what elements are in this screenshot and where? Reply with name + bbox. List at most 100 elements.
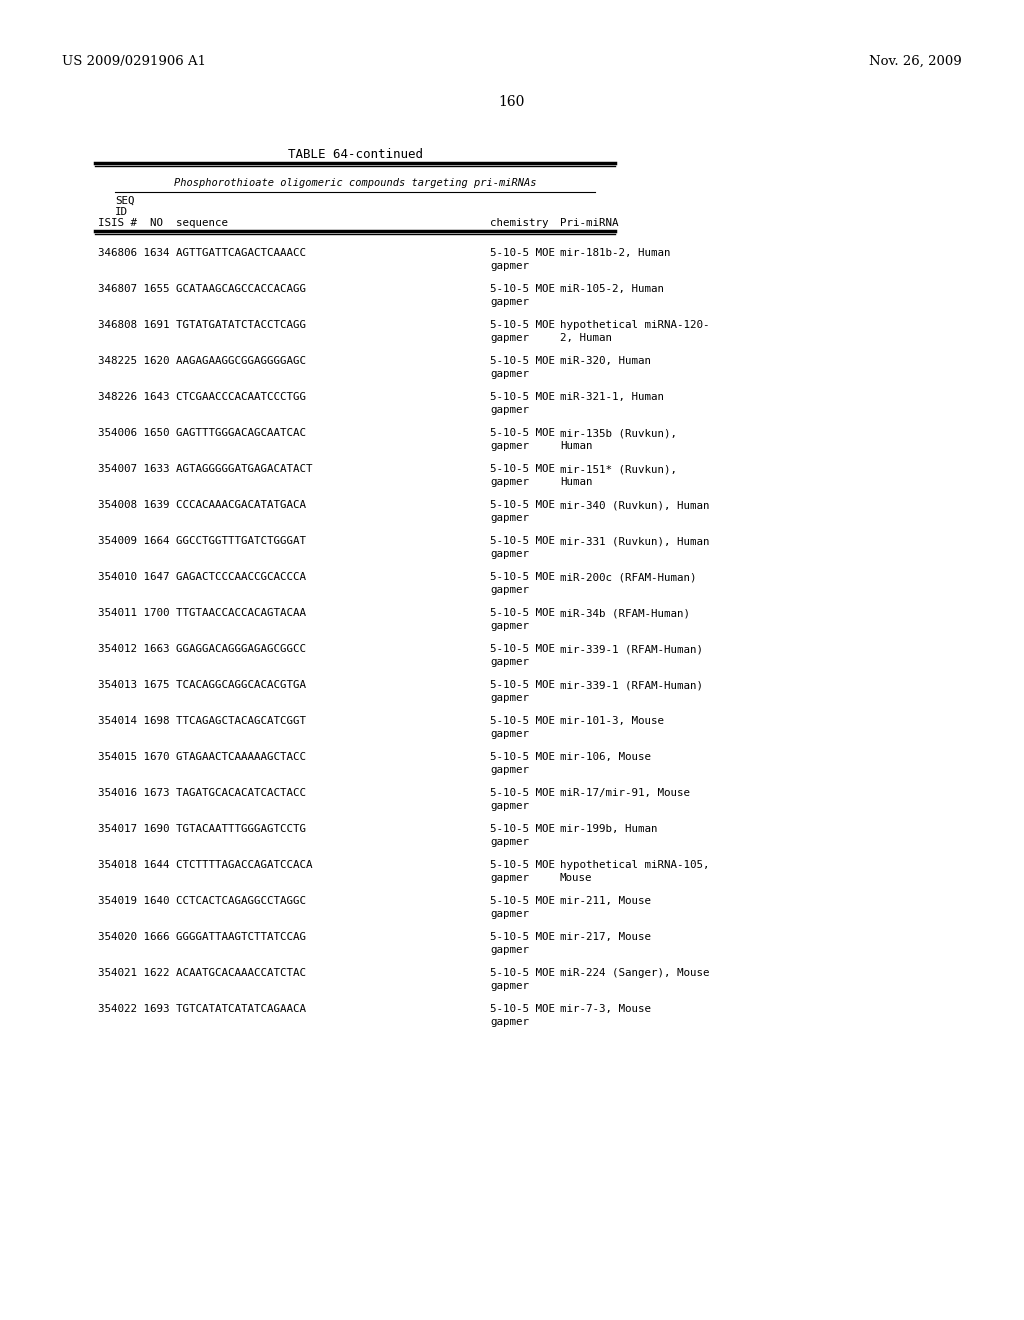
Text: gapmer: gapmer <box>490 801 529 810</box>
Text: 354006 1650 GAGTTTGGGACAGCAATCAC: 354006 1650 GAGTTTGGGACAGCAATCAC <box>98 428 306 438</box>
Text: mir-181b-2, Human: mir-181b-2, Human <box>560 248 671 257</box>
Text: gapmer: gapmer <box>490 909 529 919</box>
Text: miR-321-1, Human: miR-321-1, Human <box>560 392 664 403</box>
Text: gapmer: gapmer <box>490 477 529 487</box>
Text: gapmer: gapmer <box>490 585 529 595</box>
Text: 354011 1700 TTGTAACCACCACAGTACAA: 354011 1700 TTGTAACCACCACAGTACAA <box>98 609 306 618</box>
Text: Human: Human <box>560 441 593 451</box>
Text: miR-224 (Sanger), Mouse: miR-224 (Sanger), Mouse <box>560 968 710 978</box>
Text: 160: 160 <box>499 95 525 110</box>
Text: gapmer: gapmer <box>490 261 529 271</box>
Text: 354009 1664 GGCCTGGTTTGATCTGGGAT: 354009 1664 GGCCTGGTTTGATCTGGGAT <box>98 536 306 546</box>
Text: ISIS #  NO  sequence: ISIS # NO sequence <box>98 218 228 228</box>
Text: 5-10-5 MOE: 5-10-5 MOE <box>490 392 555 403</box>
Text: chemistry: chemistry <box>490 218 549 228</box>
Text: 5-10-5 MOE: 5-10-5 MOE <box>490 428 555 438</box>
Text: miR-105-2, Human: miR-105-2, Human <box>560 284 664 294</box>
Text: 5-10-5 MOE: 5-10-5 MOE <box>490 609 555 618</box>
Text: 5-10-5 MOE: 5-10-5 MOE <box>490 465 555 474</box>
Text: mir-151* (Ruvkun),: mir-151* (Ruvkun), <box>560 465 677 474</box>
Text: 5-10-5 MOE: 5-10-5 MOE <box>490 752 555 762</box>
Text: 5-10-5 MOE: 5-10-5 MOE <box>490 356 555 366</box>
Text: 5-10-5 MOE: 5-10-5 MOE <box>490 968 555 978</box>
Text: 354018 1644 CTCTTTTAGACCAGATCCACA: 354018 1644 CTCTTTTAGACCAGATCCACA <box>98 861 312 870</box>
Text: 346806 1634 AGTTGATTCAGACTCAAACC: 346806 1634 AGTTGATTCAGACTCAAACC <box>98 248 306 257</box>
Text: 5-10-5 MOE: 5-10-5 MOE <box>490 284 555 294</box>
Text: 5-10-5 MOE: 5-10-5 MOE <box>490 861 555 870</box>
Text: 354022 1693 TGTCATATCATATCAGAACA: 354022 1693 TGTCATATCATATCAGAACA <box>98 1005 306 1014</box>
Text: 346808 1691 TGTATGATATCTACCTCAGG: 346808 1691 TGTATGATATCTACCTCAGG <box>98 319 306 330</box>
Text: 5-10-5 MOE: 5-10-5 MOE <box>490 500 555 510</box>
Text: gapmer: gapmer <box>490 370 529 379</box>
Text: hypothetical miRNA-105,: hypothetical miRNA-105, <box>560 861 710 870</box>
Text: mir-199b, Human: mir-199b, Human <box>560 824 657 834</box>
Text: 5-10-5 MOE: 5-10-5 MOE <box>490 572 555 582</box>
Text: gapmer: gapmer <box>490 549 529 558</box>
Text: 354019 1640 CCTCACTCAGAGGCCTAGGC: 354019 1640 CCTCACTCAGAGGCCTAGGC <box>98 896 306 906</box>
Text: 5-10-5 MOE: 5-10-5 MOE <box>490 824 555 834</box>
Text: gapmer: gapmer <box>490 837 529 847</box>
Text: mir-211, Mouse: mir-211, Mouse <box>560 896 651 906</box>
Text: 354016 1673 TAGATGCACACATCACTACC: 354016 1673 TAGATGCACACATCACTACC <box>98 788 306 799</box>
Text: gapmer: gapmer <box>490 441 529 451</box>
Text: Human: Human <box>560 477 593 487</box>
Text: 354021 1622 ACAATGCACAAACCATCTAC: 354021 1622 ACAATGCACAAACCATCTAC <box>98 968 306 978</box>
Text: 354012 1663 GGAGGACAGGGAGAGCGGCC: 354012 1663 GGAGGACAGGGAGAGCGGCC <box>98 644 306 653</box>
Text: 2, Human: 2, Human <box>560 333 612 343</box>
Text: gapmer: gapmer <box>490 657 529 667</box>
Text: mir-331 (Ruvkun), Human: mir-331 (Ruvkun), Human <box>560 536 710 546</box>
Text: 5-10-5 MOE: 5-10-5 MOE <box>490 536 555 546</box>
Text: mir-339-1 (RFAM-Human): mir-339-1 (RFAM-Human) <box>560 644 703 653</box>
Text: gapmer: gapmer <box>490 620 529 631</box>
Text: gapmer: gapmer <box>490 693 529 704</box>
Text: SEQ: SEQ <box>115 195 134 206</box>
Text: gapmer: gapmer <box>490 513 529 523</box>
Text: Mouse: Mouse <box>560 873 593 883</box>
Text: miR-34b (RFAM-Human): miR-34b (RFAM-Human) <box>560 609 690 618</box>
Text: 5-10-5 MOE: 5-10-5 MOE <box>490 319 555 330</box>
Text: gapmer: gapmer <box>490 333 529 343</box>
Text: 354013 1675 TCACAGGCAGGCACACGTGA: 354013 1675 TCACAGGCAGGCACACGTGA <box>98 680 306 690</box>
Text: gapmer: gapmer <box>490 1016 529 1027</box>
Text: 5-10-5 MOE: 5-10-5 MOE <box>490 680 555 690</box>
Text: gapmer: gapmer <box>490 981 529 991</box>
Text: gapmer: gapmer <box>490 405 529 414</box>
Text: 354020 1666 GGGGATTAAGTCTTATCCAG: 354020 1666 GGGGATTAAGTCTTATCCAG <box>98 932 306 942</box>
Text: mir-339-1 (RFAM-Human): mir-339-1 (RFAM-Human) <box>560 680 703 690</box>
Text: gapmer: gapmer <box>490 873 529 883</box>
Text: ID: ID <box>115 207 128 216</box>
Text: 5-10-5 MOE: 5-10-5 MOE <box>490 1005 555 1014</box>
Text: gapmer: gapmer <box>490 766 529 775</box>
Text: 5-10-5 MOE: 5-10-5 MOE <box>490 896 555 906</box>
Text: 5-10-5 MOE: 5-10-5 MOE <box>490 248 555 257</box>
Text: miR-17/mir-91, Mouse: miR-17/mir-91, Mouse <box>560 788 690 799</box>
Text: mir-340 (Ruvkun), Human: mir-340 (Ruvkun), Human <box>560 500 710 510</box>
Text: miR-200c (RFAM-Human): miR-200c (RFAM-Human) <box>560 572 696 582</box>
Text: 5-10-5 MOE: 5-10-5 MOE <box>490 932 555 942</box>
Text: mir-135b (Ruvkun),: mir-135b (Ruvkun), <box>560 428 677 438</box>
Text: mir-106, Mouse: mir-106, Mouse <box>560 752 651 762</box>
Text: 5-10-5 MOE: 5-10-5 MOE <box>490 788 555 799</box>
Text: gapmer: gapmer <box>490 729 529 739</box>
Text: mir-217, Mouse: mir-217, Mouse <box>560 932 651 942</box>
Text: 5-10-5 MOE: 5-10-5 MOE <box>490 715 555 726</box>
Text: 354007 1633 AGTAGGGGGATGAGACATACT: 354007 1633 AGTAGGGGGATGAGACATACT <box>98 465 312 474</box>
Text: 354015 1670 GTAGAACTCAAAAAGCTACC: 354015 1670 GTAGAACTCAAAAAGCTACC <box>98 752 306 762</box>
Text: TABLE 64-continued: TABLE 64-continued <box>288 148 423 161</box>
Text: Nov. 26, 2009: Nov. 26, 2009 <box>869 55 962 69</box>
Text: US 2009/0291906 A1: US 2009/0291906 A1 <box>62 55 206 69</box>
Text: miR-320, Human: miR-320, Human <box>560 356 651 366</box>
Text: gapmer: gapmer <box>490 945 529 954</box>
Text: gapmer: gapmer <box>490 297 529 308</box>
Text: 354008 1639 CCCACAAACGACATATGACA: 354008 1639 CCCACAAACGACATATGACA <box>98 500 306 510</box>
Text: mir-7-3, Mouse: mir-7-3, Mouse <box>560 1005 651 1014</box>
Text: 348225 1620 AAGAGAAGGCGGAGGGGAGC: 348225 1620 AAGAGAAGGCGGAGGGGAGC <box>98 356 306 366</box>
Text: Pri-miRNA: Pri-miRNA <box>560 218 618 228</box>
Text: mir-101-3, Mouse: mir-101-3, Mouse <box>560 715 664 726</box>
Text: hypothetical miRNA-120-: hypothetical miRNA-120- <box>560 319 710 330</box>
Text: 5-10-5 MOE: 5-10-5 MOE <box>490 644 555 653</box>
Text: Phosphorothioate oligomeric compounds targeting pri-miRNAs: Phosphorothioate oligomeric compounds ta… <box>174 178 537 187</box>
Text: 346807 1655 GCATAAGCAGCCACCACAGG: 346807 1655 GCATAAGCAGCCACCACAGG <box>98 284 306 294</box>
Text: 354017 1690 TGTACAATTTGGGAGTCCTG: 354017 1690 TGTACAATTTGGGAGTCCTG <box>98 824 306 834</box>
Text: 354014 1698 TTCAGAGCTACAGCATCGGT: 354014 1698 TTCAGAGCTACAGCATCGGT <box>98 715 306 726</box>
